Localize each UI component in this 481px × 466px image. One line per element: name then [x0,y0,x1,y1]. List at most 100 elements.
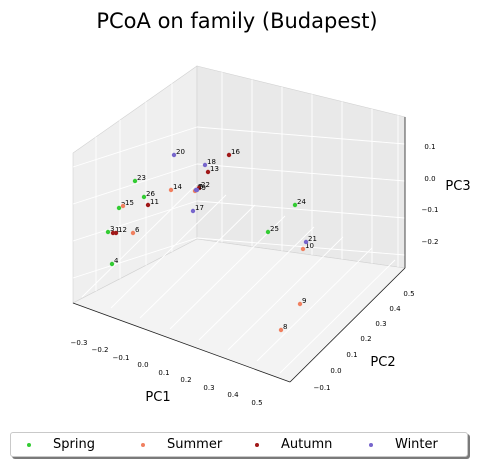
legend-marker [141,442,145,447]
data-point-winter-20 [171,152,177,158]
x-tick-label: 0.4 [227,391,239,399]
z-axis-label: PC3 [445,179,470,194]
data-point-autumn-16 [226,152,232,158]
point-label-25: 25 [270,225,279,233]
point-label-1: 1 [115,226,119,234]
point-label-18: 18 [207,158,216,166]
back-gridline-h [196,200,406,219]
pc1-axis-line [72,302,291,383]
z-tick-label: 0.1 [424,143,435,151]
data-point-spring-26 [141,194,147,200]
left-gridline [72,126,198,168]
data-point-winter-17 [190,208,196,214]
y-tick-label: 0.4 [389,305,401,313]
tick-labels: −0.3−0.2−0.10.00.10.20.30.40.5−0.10.00.1… [71,143,439,407]
point-label-21: 21 [308,235,317,243]
back-gridline-h [196,237,406,256]
legend-marker [27,442,31,447]
left-gridline [72,200,198,242]
legend-item-autumn: Autumn [239,437,353,452]
floor-gridline [169,215,286,330]
point-label-11: 11 [150,198,159,206]
point-label-10: 10 [305,242,314,250]
y-tick-label: 0.5 [403,290,414,298]
point-label-5: 5 [199,183,203,191]
x-tick-label: 0.2 [180,376,191,384]
z-tick-label: −0.2 [422,238,439,246]
data-point-spring-25 [265,229,271,235]
back-gridline-h [196,163,406,182]
data-point-winter-7 [193,187,199,193]
legend-label: Summer [167,437,223,452]
data-point-autumn-12 [113,230,119,236]
data-point-summer-15 [120,203,126,209]
data-point-autumn-13 [205,169,211,175]
left-gridline [72,237,198,279]
y-tick-label: 0.1 [346,351,357,359]
pc2-axis-line [289,267,406,383]
y-axis-label: PC2 [370,355,395,370]
x-axis-label: PC1 [145,390,170,405]
point-label-22: 22 [201,181,210,189]
data-point-spring-3 [105,229,111,235]
data-point-spring-24 [292,202,298,208]
y-tick-label: 0.2 [360,335,371,343]
point-label-17: 17 [195,204,204,212]
data-points: 2342324252668910141519111121316225717182… [105,148,317,333]
legend-marker [369,442,373,447]
x-tick-label: 0.1 [158,369,169,377]
point-label-23: 23 [137,174,146,182]
grid-lines [72,72,406,374]
data-point-winter-18 [202,162,208,168]
point-label-24: 24 [297,198,306,206]
floor-gridline [110,194,227,309]
legend-label: Spring [53,437,95,452]
point-label-14: 14 [173,183,182,191]
floor-gridline [256,247,373,362]
floor-gridline [139,204,256,319]
y-tick-label: 0.0 [330,367,341,375]
left-gridline [72,163,198,205]
axes [72,117,406,383]
data-point-summer-8 [278,327,284,333]
chart-title: PCoA on family (Budapest) [96,9,377,33]
point-label-19: 19 [197,184,206,192]
point-label-15: 15 [125,199,134,207]
x-tick-label: 0.5 [251,399,262,407]
point-label-20: 20 [176,148,185,156]
point-label-12: 12 [118,226,127,234]
legend-item-winter: Winter [353,437,467,452]
point-label-3: 3 [110,225,114,233]
x-tick-label: 0.3 [203,384,214,392]
data-point-summer-14 [168,187,174,193]
data-point-summer-9 [297,301,303,307]
data-point-autumn-11 [145,202,151,208]
x-tick-label: −0.3 [71,339,88,347]
data-point-spring-2 [116,205,122,211]
point-label-13: 13 [210,165,219,173]
data-point-winter-21 [303,239,309,245]
data-point-spring-4 [109,261,115,267]
point-label-6: 6 [135,226,140,234]
z-tick-label: −0.1 [422,206,439,214]
point-label-16: 16 [231,148,240,156]
point-label-26: 26 [146,190,155,198]
point-label-4: 4 [114,257,119,265]
data-point-summer-6 [130,230,136,236]
point-label-9: 9 [302,297,306,305]
floor-gridline [227,236,344,351]
x-tick-label: −0.2 [92,346,109,354]
y-tick-label: 0.3 [375,320,386,328]
legend: Spring Summer Autumn Winter [10,432,468,457]
y-tick-label: −0.1 [314,384,331,392]
legend-label: Autumn [281,437,333,452]
floor-gridline [279,259,396,374]
point-label-7: 7 [198,183,202,191]
floor-gridline [81,183,198,298]
legend-marker [255,442,259,447]
data-point-spring-23 [132,178,138,184]
legend-label: Winter [395,437,438,452]
legend-item-spring: Spring [11,437,125,452]
back-gridline-h [196,126,406,145]
